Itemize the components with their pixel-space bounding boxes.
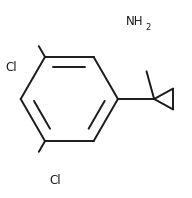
Text: Cl: Cl bbox=[5, 61, 17, 74]
Text: 2: 2 bbox=[145, 23, 151, 32]
Text: Cl: Cl bbox=[49, 174, 61, 187]
Text: NH: NH bbox=[126, 14, 143, 28]
